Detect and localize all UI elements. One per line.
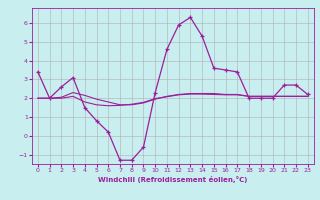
X-axis label: Windchill (Refroidissement éolien,°C): Windchill (Refroidissement éolien,°C) bbox=[98, 176, 247, 183]
